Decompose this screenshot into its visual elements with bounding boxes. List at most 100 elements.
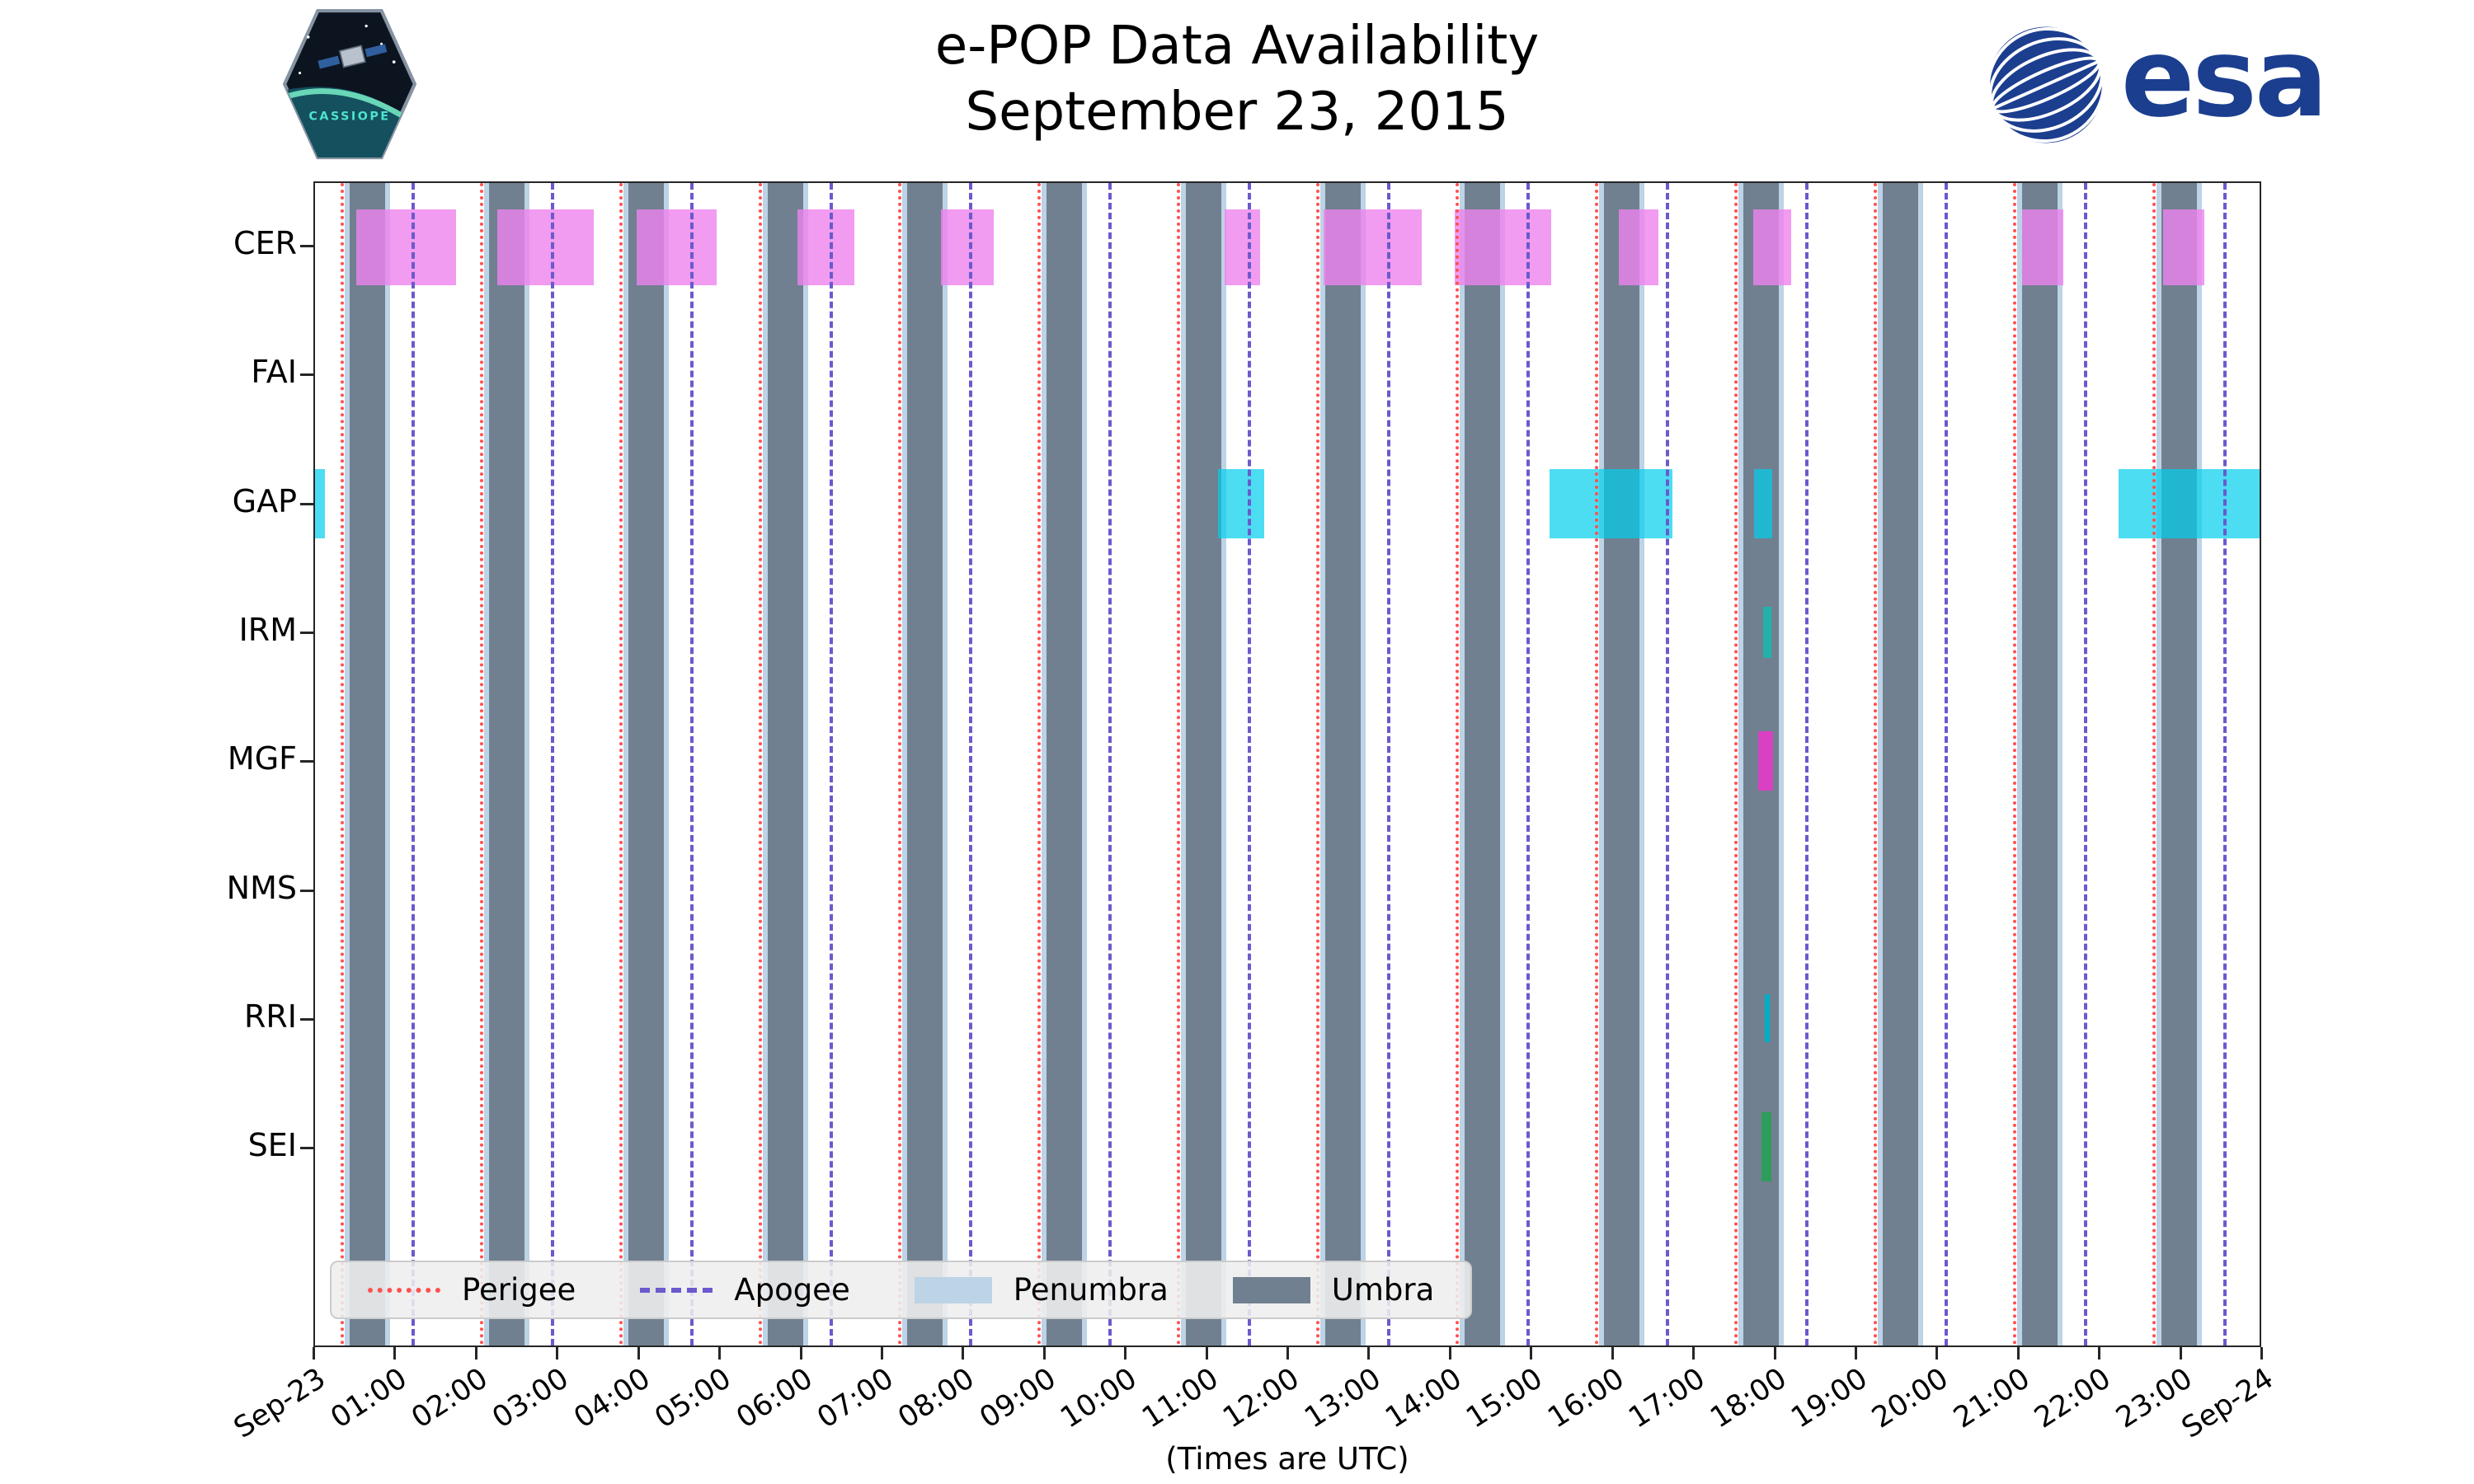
umbra-band xyxy=(1186,183,1222,1345)
y-tick xyxy=(300,1018,313,1021)
umbra-band xyxy=(350,183,386,1345)
x-tick-label-text: 16:00 xyxy=(1542,1362,1630,1435)
y-tick xyxy=(300,760,313,763)
x-tick-label-text: 15:00 xyxy=(1460,1362,1550,1435)
x-tick-label-text: 17:00 xyxy=(1623,1362,1711,1435)
x-tick xyxy=(799,1347,802,1360)
perigee-line xyxy=(1595,183,1599,1345)
y-tick-label-fai: FAI xyxy=(251,354,297,391)
x-tick xyxy=(2260,1347,2263,1360)
perigee-line xyxy=(480,183,484,1345)
umbra-band xyxy=(1883,183,1919,1345)
x-tick xyxy=(1124,1347,1127,1360)
availability-bar-cer xyxy=(1324,209,1423,285)
x-tick xyxy=(962,1347,965,1360)
x-tick-label-text: 06:00 xyxy=(730,1362,819,1435)
perigee-line xyxy=(341,183,345,1345)
perigee-line xyxy=(898,183,902,1345)
x-tick xyxy=(1042,1347,1046,1360)
patch-earth xyxy=(285,87,415,157)
plot-area: Perigee Apogee Penumbra Umbra xyxy=(313,181,2261,1347)
availability-bar-gap xyxy=(1753,469,1772,539)
y-tick-label-sei: SEI xyxy=(247,1127,297,1164)
x-tick xyxy=(1611,1347,1614,1360)
legend-item-penumbra: Penumbra xyxy=(914,1272,1169,1308)
x-tick-label-text: 09:00 xyxy=(974,1362,1062,1435)
x-tick xyxy=(880,1347,883,1360)
availability-bar-cer xyxy=(941,209,995,285)
availability-bar-gap xyxy=(1218,469,1265,539)
availability-bar-cer xyxy=(2022,209,2064,285)
x-tick xyxy=(1854,1347,1857,1360)
x-tick xyxy=(2098,1347,2101,1360)
y-tick xyxy=(300,631,313,634)
availability-bar-gap xyxy=(315,469,325,539)
x-tick xyxy=(1286,1347,1289,1360)
y-tick-label-rri: RRI xyxy=(243,998,297,1036)
x-tick xyxy=(313,1347,315,1360)
apogee-line xyxy=(1804,183,1808,1345)
x-tick xyxy=(1367,1347,1371,1360)
apogee-line xyxy=(550,183,554,1345)
legend-swatch-umbra xyxy=(1232,1276,1310,1303)
cassiope-patch-label: CASSIOPE xyxy=(308,110,390,124)
x-tick xyxy=(1448,1347,1451,1360)
x-tick xyxy=(2016,1347,2020,1360)
x-tick-label-text: 11:00 xyxy=(1136,1362,1225,1435)
esa-globe-icon xyxy=(1986,26,2105,143)
x-tick xyxy=(556,1347,559,1360)
availability-bar-rri xyxy=(1764,994,1770,1043)
availability-bar-cer xyxy=(497,209,594,285)
cassiope-mission-patch: CASSIOPE xyxy=(280,7,419,165)
x-tick-label-text: 21:00 xyxy=(1948,1362,2036,1435)
apogee-line xyxy=(829,183,833,1345)
x-tick xyxy=(1530,1347,1533,1360)
y-tick xyxy=(300,1147,313,1150)
availability-bar-cer xyxy=(1225,209,1260,285)
cassiope-patch-icon: CASSIOPE xyxy=(282,8,417,160)
x-tick-label-text: 12:00 xyxy=(1217,1362,1305,1435)
perigee-line xyxy=(1456,183,1460,1345)
apogee-line xyxy=(2083,183,2087,1345)
legend-item-perigee: Perigee xyxy=(368,1272,576,1308)
legend-label: Apogee xyxy=(734,1272,850,1308)
x-tick-label-text: 10:00 xyxy=(1055,1362,1143,1435)
umbra-band xyxy=(768,183,804,1345)
availability-bar-sei xyxy=(1761,1112,1771,1182)
perigee-line xyxy=(1177,183,1181,1345)
umbra-band xyxy=(1047,183,1083,1345)
y-tick-label-mgf: MGF xyxy=(227,740,297,777)
perigee-line xyxy=(2013,183,2017,1345)
availability-bar-cer xyxy=(1455,209,1552,285)
apogee-line xyxy=(1247,183,1251,1345)
legend-swatch-perigee xyxy=(368,1287,440,1293)
esa-wordmark: esa xyxy=(2120,15,2328,142)
x-tick xyxy=(1773,1347,1776,1360)
x-tick xyxy=(474,1347,477,1360)
x-tick-label-text: 02:00 xyxy=(406,1362,494,1435)
availability-bar-cer xyxy=(356,209,456,285)
esa-logo: esa xyxy=(1984,15,2328,147)
perigee-line xyxy=(619,183,623,1345)
y-tick xyxy=(300,244,313,247)
x-tick-label-text: 01:00 xyxy=(324,1362,413,1435)
x-tick-label-text: 05:00 xyxy=(649,1362,737,1435)
legend-label: Penumbra xyxy=(1013,1272,1169,1308)
x-axis-label: (Times are UTC) xyxy=(1165,1441,1409,1477)
perigee-line xyxy=(759,183,763,1345)
x-tick xyxy=(718,1347,722,1360)
chart-title: e-POP Data Availability xyxy=(934,16,1540,77)
perigee-line xyxy=(1316,183,1320,1345)
x-tick xyxy=(1205,1347,1208,1360)
availability-bar-cer xyxy=(1752,209,1792,285)
y-tick-label-gap: GAP xyxy=(232,482,297,519)
apogee-line xyxy=(1526,183,1530,1345)
patch-satellite-icon xyxy=(317,44,388,69)
umbra-band xyxy=(628,183,665,1345)
legend-item-umbra: Umbra xyxy=(1232,1272,1434,1308)
x-tick-label-text: 20:00 xyxy=(1866,1362,1955,1435)
x-tick-label-text: 18:00 xyxy=(1704,1362,1793,1435)
availability-bar-cer xyxy=(2163,209,2205,285)
apogee-line xyxy=(2222,183,2227,1345)
